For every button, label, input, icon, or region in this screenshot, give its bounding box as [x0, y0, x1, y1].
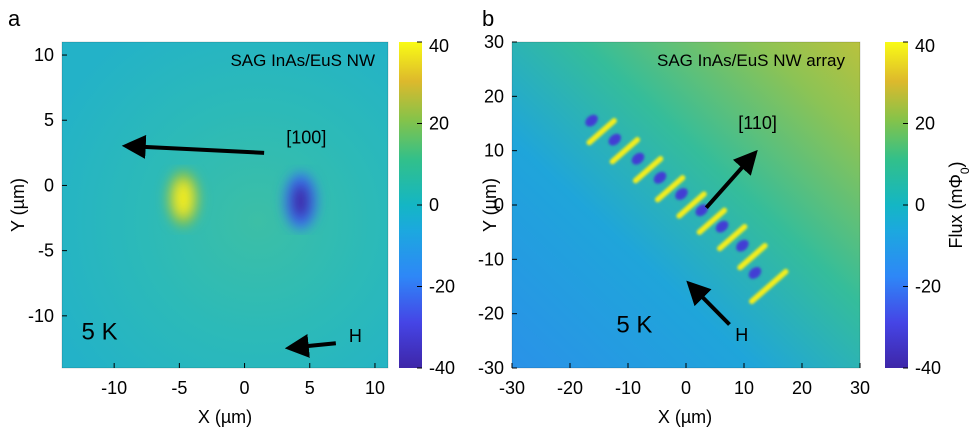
annotation-label: 5 K	[616, 312, 652, 339]
panel-a: -10 -5 0 5 10 10 5 0 -5 -10 SAG InAs/EuS NW X (µ…	[8, 36, 455, 427]
x-tick-label-b: 20	[792, 378, 812, 398]
colorbar-tick-label-b: -20	[915, 277, 941, 297]
y-tick-label-b: 0	[494, 195, 504, 215]
nanowire	[737, 242, 768, 271]
y-tick-label-a: 0	[44, 175, 54, 195]
x-tick-label-a: 5	[305, 378, 315, 398]
nanowire-negative-lobe	[675, 188, 688, 200]
axis-b-ylabel: Y (µm)	[480, 178, 500, 232]
nanowire	[716, 223, 748, 252]
y-tick-label-a: 10	[34, 45, 54, 65]
colorbar-tick-label-a: -20	[429, 277, 455, 297]
x-tick-label-b: -10	[615, 378, 641, 398]
nanowire-negative-lobe	[715, 220, 729, 233]
x-tick-label-b: -20	[557, 378, 583, 398]
panel-b: -30 -20 -10 0 10 20 30 30 20 10 0 -10 -20 -30 SAG In…	[478, 32, 972, 427]
nanowire	[586, 118, 617, 146]
y-tick-label-b: 20	[484, 86, 504, 106]
panel-label-b: b	[482, 6, 494, 31]
nanowire-negative-lobe	[695, 204, 709, 217]
nanowire	[749, 268, 789, 305]
plot-a-title: SAG InAs/EuS NW	[230, 51, 375, 70]
y-tick-label-a: 5	[44, 110, 54, 130]
x-tick-label-a: -5	[171, 378, 187, 398]
annotation-label: [110]	[738, 113, 777, 133]
colorbar-tick-label-b: 40	[915, 36, 935, 56]
axis-a-ylabel: Y (µm)	[8, 178, 28, 232]
nanowire-negative-lobe	[631, 152, 645, 165]
y-tick-label-a: -10	[28, 306, 54, 326]
nanowire-negative-lobe	[748, 267, 762, 279]
colorbar-tick-label-a: 0	[429, 195, 439, 215]
flux-feature	[174, 180, 193, 217]
colorbar-a	[399, 42, 422, 368]
nanowire	[696, 207, 728, 235]
annotation-label: 5 K	[82, 318, 118, 345]
heatmap-b-background	[512, 42, 860, 368]
colorbar-b	[885, 42, 908, 368]
colorbar-tick-label-b: 0	[915, 195, 925, 215]
x-tick-label-b: 0	[681, 378, 691, 398]
nanowire-negative-lobe	[653, 171, 667, 184]
x-tick-label-b: 30	[850, 378, 870, 398]
plot-b-title: SAG InAs/EuS NW array	[657, 51, 845, 70]
nanowire	[654, 175, 686, 203]
y-tick-label-b: 10	[484, 141, 504, 161]
plot-a-frame	[61, 41, 389, 369]
colorbar-tick-label-b: 20	[915, 114, 935, 134]
colorbar-tick-label-a: -40	[429, 358, 455, 378]
axis-b-xlabel: X (µm)	[658, 407, 712, 427]
annotation-arrow	[284, 334, 337, 358]
x-tick-label-a: 0	[240, 378, 250, 398]
nanowire	[632, 156, 664, 184]
colorbar-tick-label-a: 40	[429, 36, 449, 56]
x-tick-label-a: 10	[365, 378, 385, 398]
annotation-arrow	[704, 149, 758, 210]
annotation-label: [100]	[286, 128, 326, 148]
x-tick-label-b: 10	[734, 378, 754, 398]
y-tick-label-b: -10	[478, 249, 504, 269]
heatmap-a-background	[62, 42, 388, 368]
y-tick-label-b: -30	[478, 358, 504, 378]
nanowire	[676, 191, 707, 219]
panel-label-a: a	[8, 6, 21, 31]
axis-a-xlabel: X (µm)	[198, 407, 252, 427]
x-tick-label-b: -30	[499, 378, 525, 398]
colorbar-tick-label-a: 20	[429, 114, 449, 134]
annotation-label: H	[735, 325, 748, 345]
x-tick-label-a: -10	[101, 378, 127, 398]
y-tick-label-b: 30	[484, 32, 504, 52]
nanowire-negative-lobe	[608, 133, 622, 146]
y-tick-label-b: -20	[478, 304, 504, 324]
nanowire	[609, 137, 641, 165]
annotation-label: H	[349, 326, 362, 346]
y-tick-label-a: -5	[38, 241, 54, 261]
nanowire-negative-lobe	[585, 114, 598, 127]
nanowire-negative-lobe	[736, 239, 749, 252]
colorbar-tick-label-b: -40	[915, 358, 941, 378]
annotation-arrow	[121, 134, 265, 159]
annotation-arrow	[686, 280, 731, 326]
flux-feature	[291, 183, 310, 220]
colorbar-b-label: Flux (mΦ0)	[946, 161, 972, 248]
